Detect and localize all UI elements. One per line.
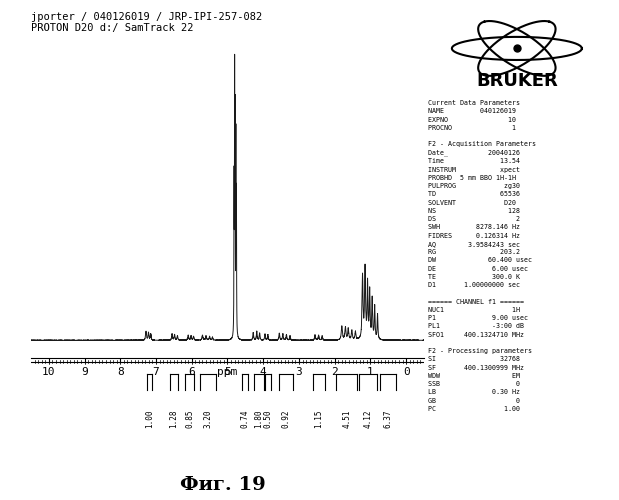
Text: 0.50: 0.50 [263,410,272,428]
Text: 4.12: 4.12 [363,410,373,428]
Text: 0.85: 0.85 [185,410,194,428]
Text: Фиг. 19: Фиг. 19 [180,476,266,494]
Text: 4.51: 4.51 [342,410,351,428]
Text: 0.92: 0.92 [282,410,290,428]
Text: 1.80: 1.80 [254,410,264,428]
Text: 6.37: 6.37 [384,410,393,428]
Text: 1.28: 1.28 [170,410,178,428]
Text: 0.74: 0.74 [241,410,250,428]
Text: 1.15: 1.15 [314,410,323,428]
Text: PROTON D20 d:/ SamTrack 22: PROTON D20 d:/ SamTrack 22 [31,24,194,34]
Text: BRUKER: BRUKER [476,72,558,90]
Text: 1.00: 1.00 [145,410,154,428]
X-axis label: ppm: ppm [217,367,238,377]
Text: 3.20: 3.20 [203,410,212,428]
Text: Current Data Parameters
NAME         040126019
EXPNO               10
PROCNO    : Current Data Parameters NAME 040126019 E… [428,100,536,412]
Text: jporter / 040126019 / JRP-IPI-257-082: jporter / 040126019 / JRP-IPI-257-082 [31,12,262,22]
